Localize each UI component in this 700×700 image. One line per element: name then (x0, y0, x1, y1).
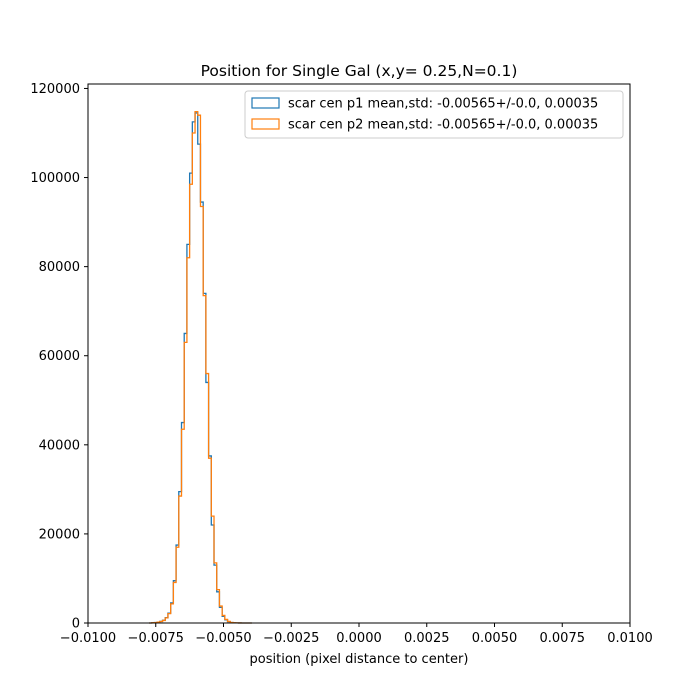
series-2-histogram-outline (148, 110, 252, 624)
legend-box (244, 90, 624, 139)
y-tick-label: 60000 (39, 349, 80, 364)
y-tick-label: 120000 (30, 82, 80, 97)
x-tick-label: −0.0075 (128, 631, 184, 646)
x-tick-label: 0.0050 (472, 631, 518, 646)
x-tick-label: 0.0075 (540, 631, 586, 646)
y-axis: 0 20000 40000 60000 80000 100000 120000 (30, 82, 88, 632)
x-tick-label: 0.0025 (404, 631, 450, 646)
x-tick-label: 0.0000 (336, 631, 382, 646)
y-tick-label: 0 (72, 617, 80, 632)
x-axis: −0.0100 −0.0075 −0.0050 −0.0025 0.0000 0.0025… (60, 623, 653, 646)
x-tick-label: −0.0100 (60, 631, 116, 646)
x-axis-label: position (pixel distance to center) (250, 652, 469, 667)
legend: scar cen p1 mean,std: -0.00565+/-0.0, 0.… (244, 90, 624, 139)
x-tick-label: −0.0025 (263, 631, 319, 646)
y-tick-label: 80000 (39, 260, 80, 275)
legend-swatch-series-2 (251, 118, 280, 130)
legend-swatch-series-1 (251, 97, 280, 109)
y-tick-label: 100000 (30, 171, 80, 186)
legend-label-series-2: scar cen p2 mean,std: -0.00565+/-0.0, 0.… (288, 118, 598, 133)
chart-title: Position for Single Gal (x,y= 0.25,N=0.1… (201, 62, 518, 80)
y-tick-label: 20000 (39, 527, 80, 542)
legend-label-series-1: scar cen p1 mean,std: -0.00565+/-0.0, 0.… (288, 97, 598, 112)
x-tick-label: 0.0100 (607, 631, 653, 646)
y-tick-label: 40000 (39, 438, 80, 453)
x-tick-label: −0.0050 (195, 631, 251, 646)
